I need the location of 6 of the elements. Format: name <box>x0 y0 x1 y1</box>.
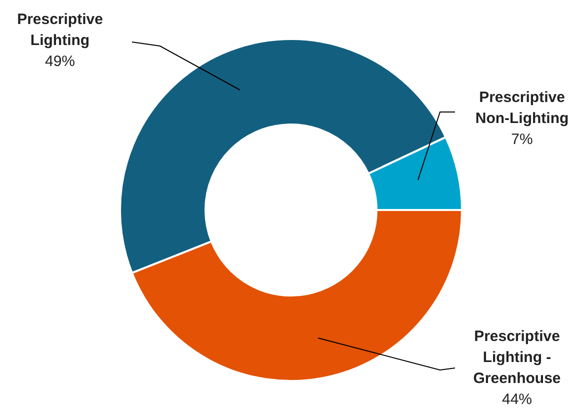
data-label: 7% <box>511 131 533 148</box>
slice-label: Prescriptive Non-Lighting <box>475 89 569 128</box>
data-label: 49% <box>44 53 76 70</box>
slice-label: Prescriptive Lighting - Greenhouse <box>473 328 561 388</box>
slice-label: Prescriptive Lighting <box>17 11 103 50</box>
data-label: 44% <box>502 391 532 408</box>
